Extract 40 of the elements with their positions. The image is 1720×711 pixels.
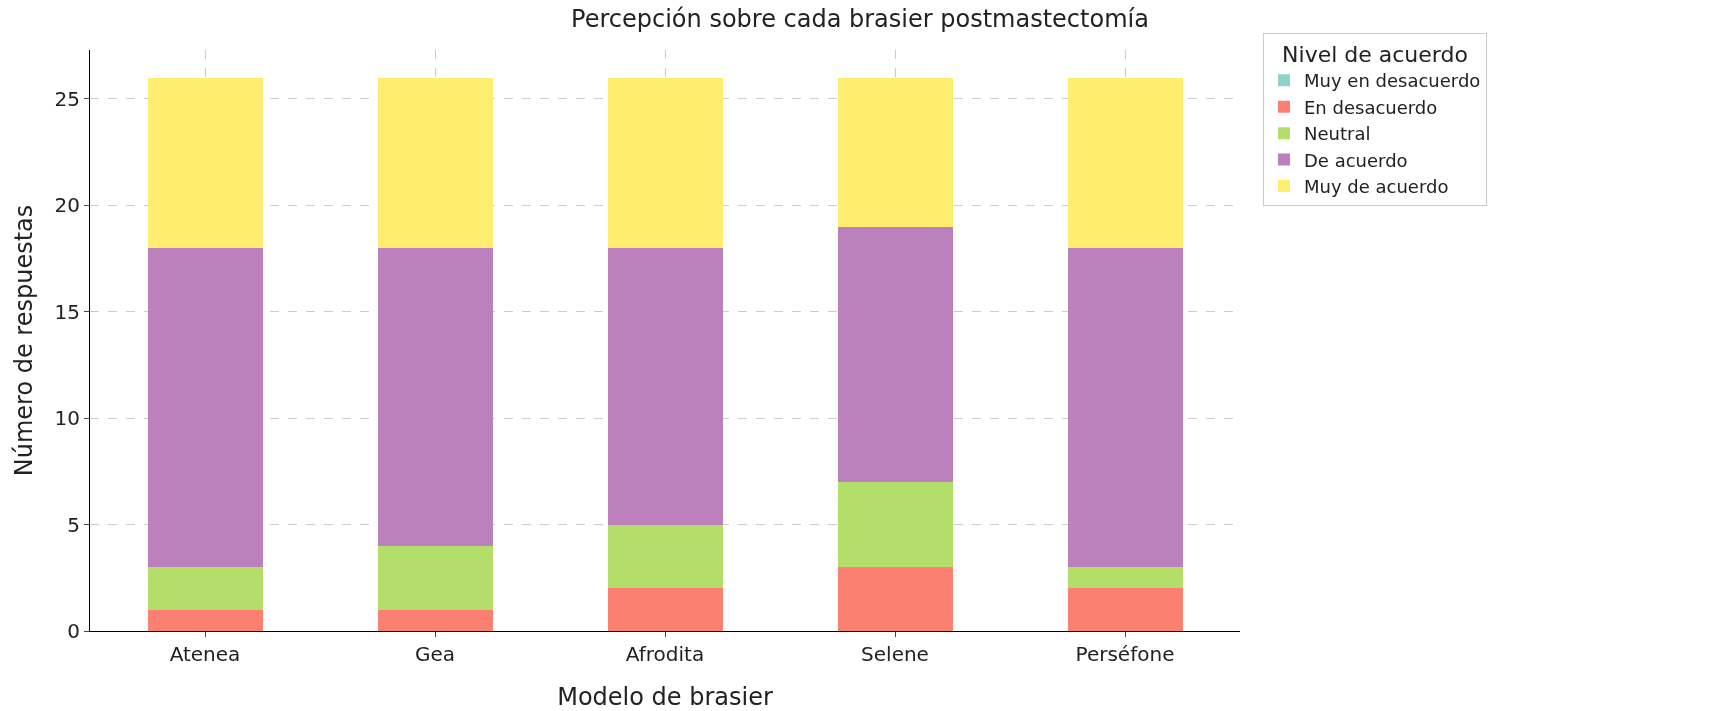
bar [607, 524, 723, 589]
legend-label: En desacuerdo [1304, 96, 1438, 118]
x-tick-label: Afrodita [625, 642, 705, 666]
x-tick-label: Selene [861, 642, 929, 666]
bar [377, 77, 493, 248]
bar [147, 567, 263, 610]
y-tick-label: 25 [54, 86, 80, 111]
bar [147, 609, 263, 631]
bar [147, 77, 263, 248]
bar [147, 247, 263, 568]
bar [837, 77, 953, 227]
x-tick-label: Perséfone [1075, 642, 1175, 666]
y-tick-label: 5 [67, 512, 80, 537]
bar [837, 482, 953, 568]
bar [607, 247, 723, 525]
x-tick-label: Gea [414, 642, 456, 666]
legend-label: Muy en desacuerdo [1304, 70, 1481, 92]
legend-label: Muy de acuerdo [1304, 175, 1449, 197]
bar [1067, 588, 1183, 631]
legend-label: Neutral [1304, 123, 1371, 145]
y-tick-label: 20 [54, 193, 80, 218]
chart-title: Percepción sobre cada brasier postmastectomía [571, 5, 1149, 34]
bar [1067, 567, 1183, 589]
legend-label: De acuerdo [1304, 149, 1408, 171]
y-tick-label: 10 [54, 406, 80, 431]
bar [377, 545, 493, 610]
y-axis-title: Número de respuestas [10, 204, 38, 477]
bar [607, 77, 723, 248]
bar [1067, 77, 1183, 248]
bar [377, 609, 493, 631]
x-tick-label: Atenea [169, 642, 241, 666]
bar [837, 226, 953, 483]
x-axis-title: Modelo de brasier [557, 683, 773, 711]
bar [1067, 247, 1183, 568]
y-tick-label: 0 [67, 619, 80, 643]
bar [837, 567, 953, 631]
bar [377, 247, 493, 546]
y-tick-label: 15 [54, 299, 80, 324]
bar [607, 588, 723, 631]
legend-title: Nivel de acuerdo [1282, 42, 1468, 68]
